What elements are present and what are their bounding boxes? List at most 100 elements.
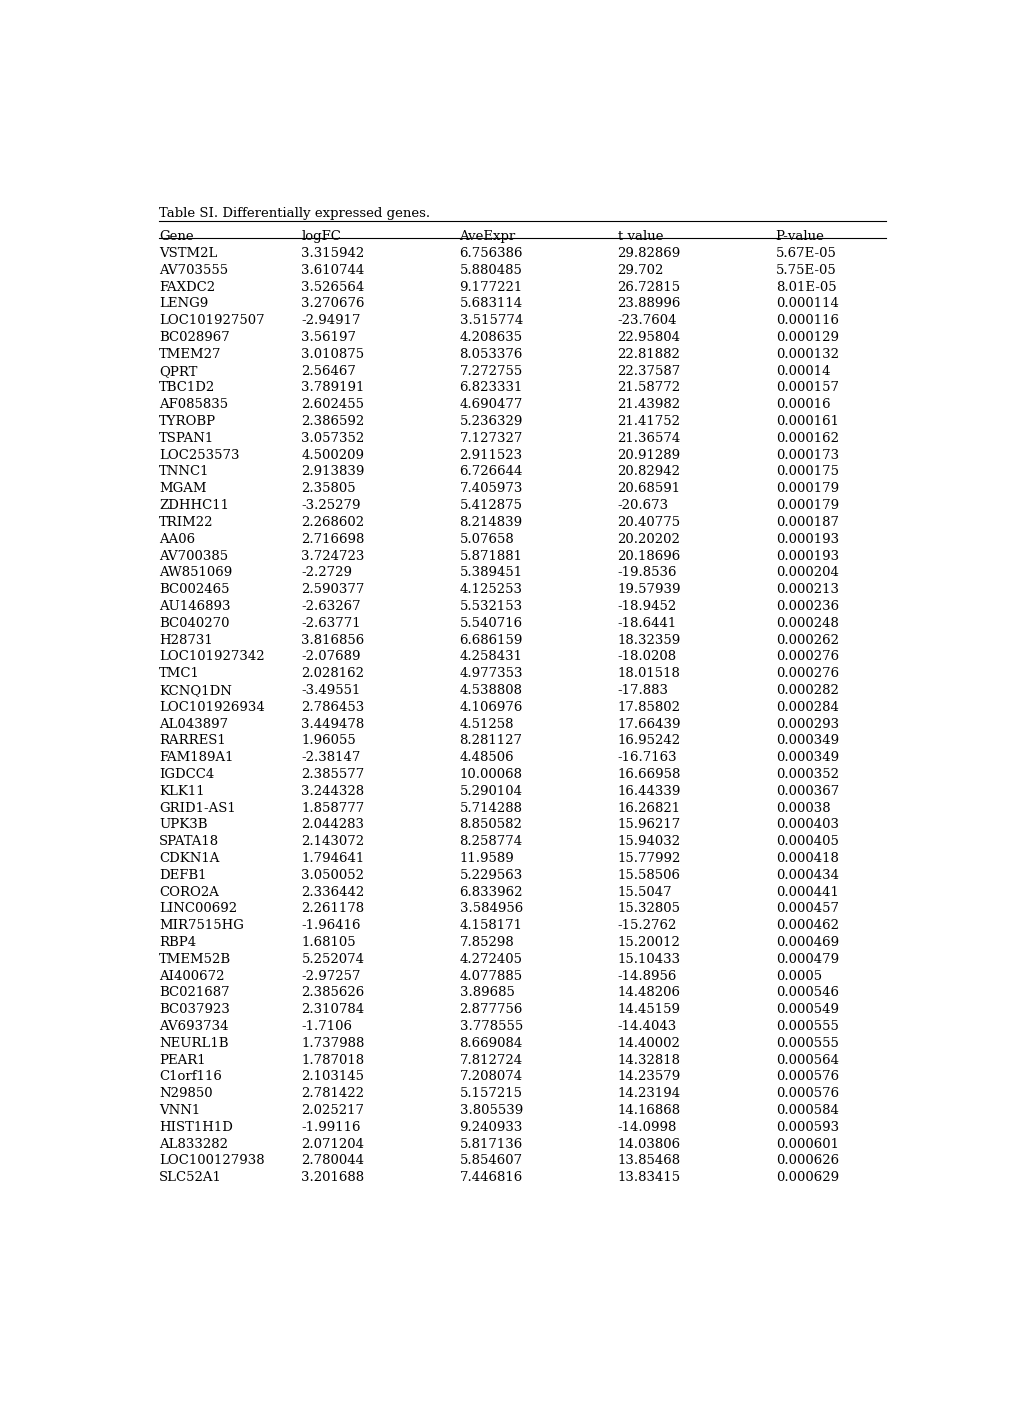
Text: 2.590377: 2.590377 <box>302 583 365 596</box>
Text: 7.85298: 7.85298 <box>459 936 514 949</box>
Text: 9.240933: 9.240933 <box>459 1121 523 1133</box>
Text: 6.823331: 6.823331 <box>459 382 523 394</box>
Text: 1.96055: 1.96055 <box>302 735 356 748</box>
Text: 0.000193: 0.000193 <box>775 549 838 563</box>
Text: 2.268602: 2.268602 <box>302 515 364 529</box>
Text: CDKN1A: CDKN1A <box>159 852 219 865</box>
Text: -2.63267: -2.63267 <box>302 600 361 612</box>
Text: 17.85802: 17.85802 <box>618 701 680 714</box>
Text: 3.449478: 3.449478 <box>302 718 365 731</box>
Text: TMEM52B: TMEM52B <box>159 953 231 966</box>
Text: 1.68105: 1.68105 <box>302 936 356 949</box>
Text: 2.716698: 2.716698 <box>302 532 365 546</box>
Text: 3.057352: 3.057352 <box>302 432 365 445</box>
Text: -18.6441: -18.6441 <box>618 617 677 629</box>
Text: 3.610744: 3.610744 <box>302 263 365 277</box>
Text: 5.75E-05: 5.75E-05 <box>775 263 836 277</box>
Text: 3.56197: 3.56197 <box>302 331 356 344</box>
Text: 0.000162: 0.000162 <box>775 432 838 445</box>
Text: AL833282: AL833282 <box>159 1138 228 1150</box>
Text: -1.7106: -1.7106 <box>302 1019 353 1033</box>
Text: 0.000116: 0.000116 <box>775 314 838 327</box>
Text: VNN1: VNN1 <box>159 1104 200 1117</box>
Text: Table SI. Differentially expressed genes.: Table SI. Differentially expressed genes… <box>159 207 430 220</box>
Text: 0.000175: 0.000175 <box>775 466 838 479</box>
Text: 7.446816: 7.446816 <box>459 1171 523 1184</box>
Text: 5.532153: 5.532153 <box>459 600 522 612</box>
Text: 2.103145: 2.103145 <box>302 1070 364 1083</box>
Text: 0.000584: 0.000584 <box>775 1104 838 1117</box>
Text: 0.000213: 0.000213 <box>775 583 838 596</box>
Text: 0.000114: 0.000114 <box>775 297 838 310</box>
Text: 0.000601: 0.000601 <box>775 1138 838 1150</box>
Text: 0.000157: 0.000157 <box>775 382 838 394</box>
Text: AL043897: AL043897 <box>159 718 228 731</box>
Text: 2.385577: 2.385577 <box>302 767 365 781</box>
Text: 0.000173: 0.000173 <box>775 449 838 462</box>
Text: 0.000352: 0.000352 <box>775 767 838 781</box>
Text: 21.36574: 21.36574 <box>618 432 681 445</box>
Text: 15.58506: 15.58506 <box>618 869 680 881</box>
Text: 5.389451: 5.389451 <box>459 566 522 579</box>
Text: 3.89685: 3.89685 <box>459 987 514 1000</box>
Text: 8.053376: 8.053376 <box>459 348 523 360</box>
Text: 2.877756: 2.877756 <box>459 1004 523 1017</box>
Text: 5.817136: 5.817136 <box>459 1138 523 1150</box>
Text: 0.000187: 0.000187 <box>775 515 838 529</box>
Text: 20.40775: 20.40775 <box>618 515 680 529</box>
Text: 20.91289: 20.91289 <box>618 449 680 462</box>
Text: 4.690477: 4.690477 <box>459 398 523 411</box>
Text: TSPAN1: TSPAN1 <box>159 432 214 445</box>
Text: 2.780044: 2.780044 <box>302 1155 364 1167</box>
Text: 14.40002: 14.40002 <box>618 1036 680 1050</box>
Text: KLK11: KLK11 <box>159 784 205 798</box>
Text: LOC101927507: LOC101927507 <box>159 314 265 327</box>
Text: 2.385626: 2.385626 <box>302 987 365 1000</box>
Text: DEFB1: DEFB1 <box>159 869 207 881</box>
Text: 2.602455: 2.602455 <box>302 398 364 411</box>
Text: Gene: Gene <box>159 230 194 242</box>
Text: 4.272405: 4.272405 <box>459 953 522 966</box>
Text: LOC101927342: LOC101927342 <box>159 650 265 663</box>
Text: 0.000403: 0.000403 <box>775 818 838 831</box>
Text: 0.000179: 0.000179 <box>775 498 838 513</box>
Text: 2.071204: 2.071204 <box>302 1138 364 1150</box>
Text: 2.310784: 2.310784 <box>302 1004 364 1017</box>
Text: 3.244328: 3.244328 <box>302 784 364 798</box>
Text: -19.8536: -19.8536 <box>618 566 677 579</box>
Text: -2.94917: -2.94917 <box>302 314 361 327</box>
Text: AV693734: AV693734 <box>159 1019 228 1033</box>
Text: 7.405973: 7.405973 <box>459 483 523 496</box>
Text: LOC100127938: LOC100127938 <box>159 1155 265 1167</box>
Text: TYROBP: TYROBP <box>159 415 216 428</box>
Text: UPK3B: UPK3B <box>159 818 208 831</box>
Text: 2.781422: 2.781422 <box>302 1087 364 1100</box>
Text: FAM189A1: FAM189A1 <box>159 750 233 765</box>
Text: FAXDC2: FAXDC2 <box>159 280 215 294</box>
Text: 3.270676: 3.270676 <box>302 297 365 310</box>
Text: 3.315942: 3.315942 <box>302 246 365 260</box>
Text: RBP4: RBP4 <box>159 936 196 949</box>
Text: 0.000293: 0.000293 <box>775 718 838 731</box>
Text: 14.32818: 14.32818 <box>618 1053 680 1067</box>
Text: 5.880485: 5.880485 <box>459 263 522 277</box>
Text: logFC: logFC <box>302 230 341 242</box>
Text: 0.00016: 0.00016 <box>775 398 829 411</box>
Text: RARRES1: RARRES1 <box>159 735 225 748</box>
Text: AI400672: AI400672 <box>159 970 224 983</box>
Text: 11.9589: 11.9589 <box>459 852 514 865</box>
Text: 0.000549: 0.000549 <box>775 1004 838 1017</box>
Text: 16.26821: 16.26821 <box>618 801 680 815</box>
Text: 4.51258: 4.51258 <box>459 718 514 731</box>
Text: t value: t value <box>618 230 662 242</box>
Text: 0.000479: 0.000479 <box>775 953 838 966</box>
Text: 4.158171: 4.158171 <box>459 919 522 932</box>
Text: 13.83415: 13.83415 <box>618 1171 680 1184</box>
Text: 2.386592: 2.386592 <box>302 415 365 428</box>
Text: TMC1: TMC1 <box>159 667 200 680</box>
Text: 4.48506: 4.48506 <box>459 750 514 765</box>
Text: AveExpr: AveExpr <box>459 230 516 242</box>
Text: 2.028162: 2.028162 <box>302 667 364 680</box>
Text: LINC00692: LINC00692 <box>159 903 237 915</box>
Text: 8.281127: 8.281127 <box>459 735 522 748</box>
